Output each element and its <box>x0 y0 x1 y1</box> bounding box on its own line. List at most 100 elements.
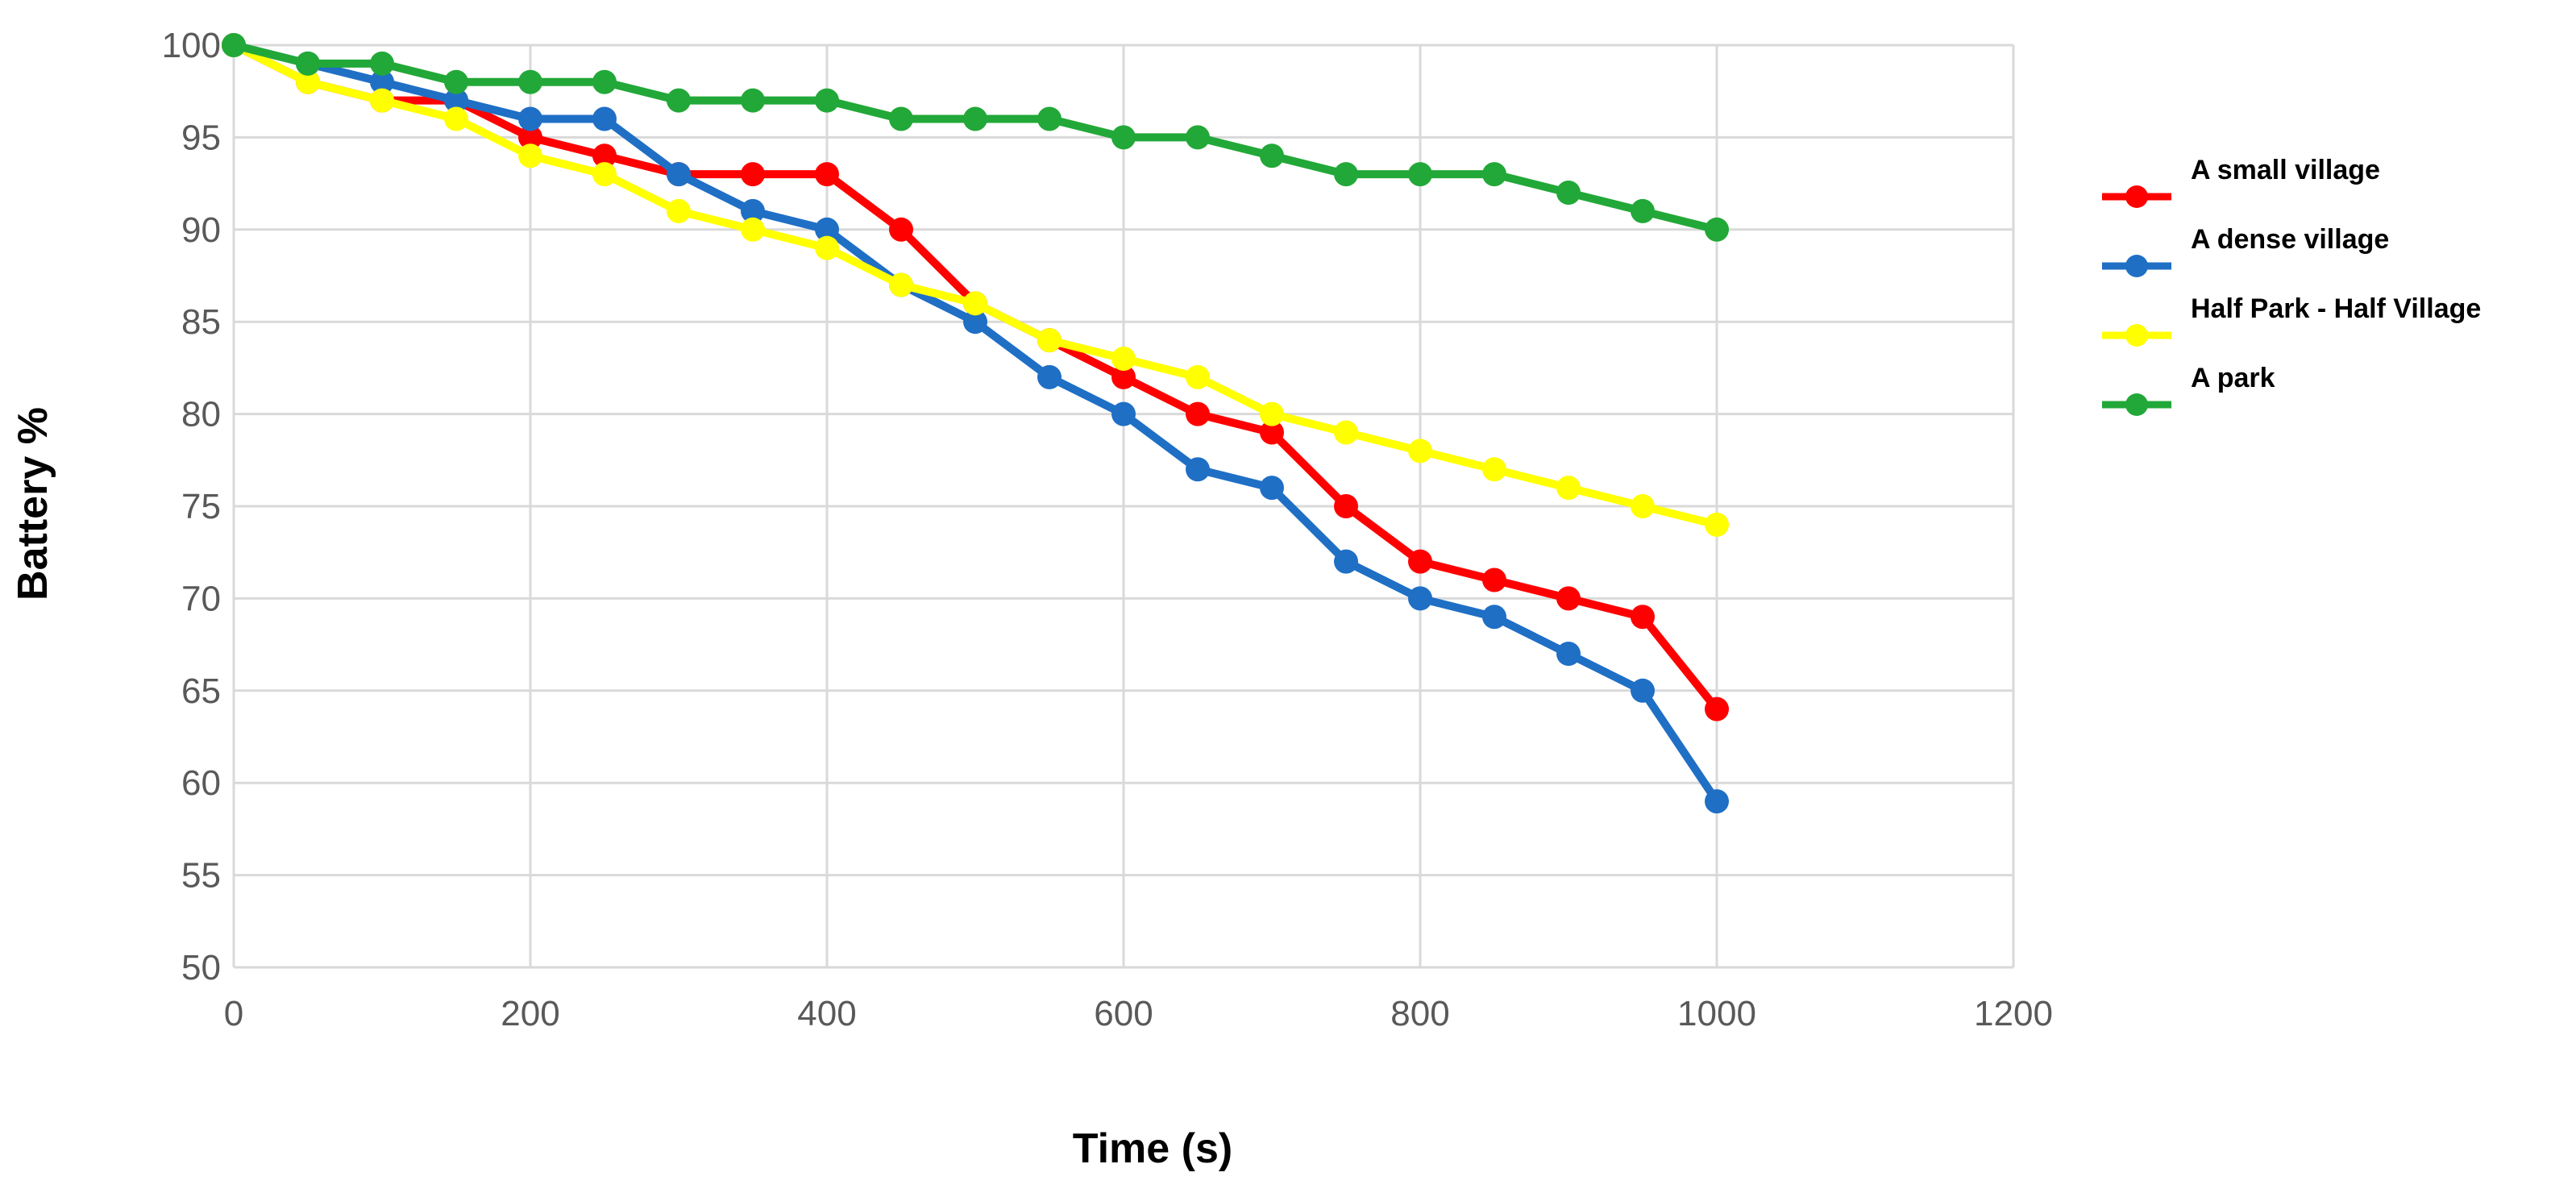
series-half-park-half-village <box>222 33 1729 537</box>
data-point <box>592 106 617 131</box>
data-point <box>1631 678 1655 703</box>
data-point <box>815 217 839 242</box>
y-tick-label: 95 <box>181 118 221 157</box>
data-point <box>296 51 320 76</box>
series-a-park <box>222 33 1729 242</box>
series-layer <box>222 33 1729 814</box>
grid-layer <box>232 44 2015 969</box>
legend-label: A dense village <box>2191 224 2389 255</box>
data-point <box>1186 401 1210 426</box>
legend-item: Half Park - Half Village <box>2102 293 2481 347</box>
data-point <box>741 162 765 187</box>
y-tick-label: 70 <box>181 579 221 618</box>
data-point <box>1556 642 1581 667</box>
data-point <box>1334 494 1358 518</box>
legend-swatch-marker <box>2125 324 2148 347</box>
data-point <box>815 235 839 260</box>
data-point <box>815 162 839 187</box>
data-point <box>889 217 913 242</box>
data-point <box>889 272 913 297</box>
data-point <box>370 69 394 94</box>
data-point <box>1408 586 1432 611</box>
data-point <box>1705 217 1729 242</box>
x-tick-label: 1000 <box>1677 994 1756 1033</box>
data-point <box>1408 439 1432 464</box>
data-point <box>1482 162 1506 187</box>
data-point <box>1111 401 1136 426</box>
data-point <box>1334 549 1358 574</box>
legend-label: Half Park - Half Village <box>2191 293 2481 324</box>
series-a-dense-village <box>222 33 1729 814</box>
data-point <box>370 88 394 113</box>
data-point <box>1037 106 1062 131</box>
data-point <box>1111 364 1136 389</box>
legend-item: A small village <box>2102 155 2380 208</box>
x-axis-title: Time (s) <box>1073 1125 1232 1172</box>
data-point <box>1408 549 1432 574</box>
legend-label: A park <box>2191 363 2275 393</box>
y-tick-label: 85 <box>181 302 221 342</box>
x-tick-label: 800 <box>1390 994 1449 1033</box>
data-point <box>296 69 320 94</box>
x-tick-label: 200 <box>501 994 559 1033</box>
data-point <box>1186 457 1210 482</box>
y-tick-label: 80 <box>181 395 221 434</box>
data-point <box>889 106 913 131</box>
data-point <box>1482 605 1506 630</box>
y-tick-label: 100 <box>162 26 221 65</box>
data-point <box>1260 476 1284 501</box>
data-point <box>1556 476 1581 501</box>
data-point <box>1556 586 1581 611</box>
y-axis-title: Battery % <box>10 407 56 601</box>
data-point <box>1482 457 1506 482</box>
legend-swatch-marker <box>2125 393 2148 416</box>
data-point <box>1705 512 1729 537</box>
x-tick-label: 1200 <box>1974 994 2053 1033</box>
y-tick-label: 75 <box>181 487 221 526</box>
data-point <box>518 69 542 94</box>
data-point <box>1334 162 1358 187</box>
data-point <box>741 88 765 113</box>
data-point <box>1482 567 1506 592</box>
data-point <box>1334 420 1358 445</box>
data-point <box>667 88 691 113</box>
data-point <box>1111 125 1136 150</box>
data-point <box>1631 494 1655 518</box>
data-point <box>963 106 987 131</box>
data-point <box>370 51 394 76</box>
data-point <box>1556 181 1581 206</box>
data-point <box>1037 328 1062 353</box>
data-point <box>1631 605 1655 630</box>
y-tick-label: 55 <box>181 856 221 896</box>
data-point <box>741 217 765 242</box>
data-point <box>518 143 542 168</box>
data-point <box>667 162 691 187</box>
axis-layer: Battery % Time (s) 50 55 60 65 70 75 80 85 90 95 1… <box>10 26 2053 1172</box>
data-point <box>741 198 765 223</box>
legend-swatch-marker <box>2125 185 2148 208</box>
data-point <box>444 88 468 113</box>
data-point <box>518 125 542 150</box>
legend-item: A park <box>2102 363 2275 416</box>
y-tick-label: 50 <box>181 948 221 987</box>
data-point <box>1111 346 1136 371</box>
data-point <box>518 106 542 131</box>
y-tick-label: 65 <box>181 671 221 711</box>
data-point <box>222 33 246 57</box>
y-tick-label: 90 <box>181 210 221 250</box>
legend-swatch-marker <box>2125 255 2148 277</box>
data-point <box>1260 401 1284 426</box>
data-point <box>592 143 617 168</box>
series-line <box>230 41 1721 806</box>
x-tick-label: 600 <box>1094 994 1153 1033</box>
x-tick-label: 0 <box>224 994 243 1033</box>
data-point <box>444 69 468 94</box>
data-point <box>1631 198 1655 223</box>
data-point <box>1705 789 1729 814</box>
data-point <box>1705 696 1729 721</box>
y-tick-label: 60 <box>181 763 221 803</box>
data-point <box>963 291 987 316</box>
data-point <box>444 106 468 131</box>
data-point <box>667 198 691 223</box>
